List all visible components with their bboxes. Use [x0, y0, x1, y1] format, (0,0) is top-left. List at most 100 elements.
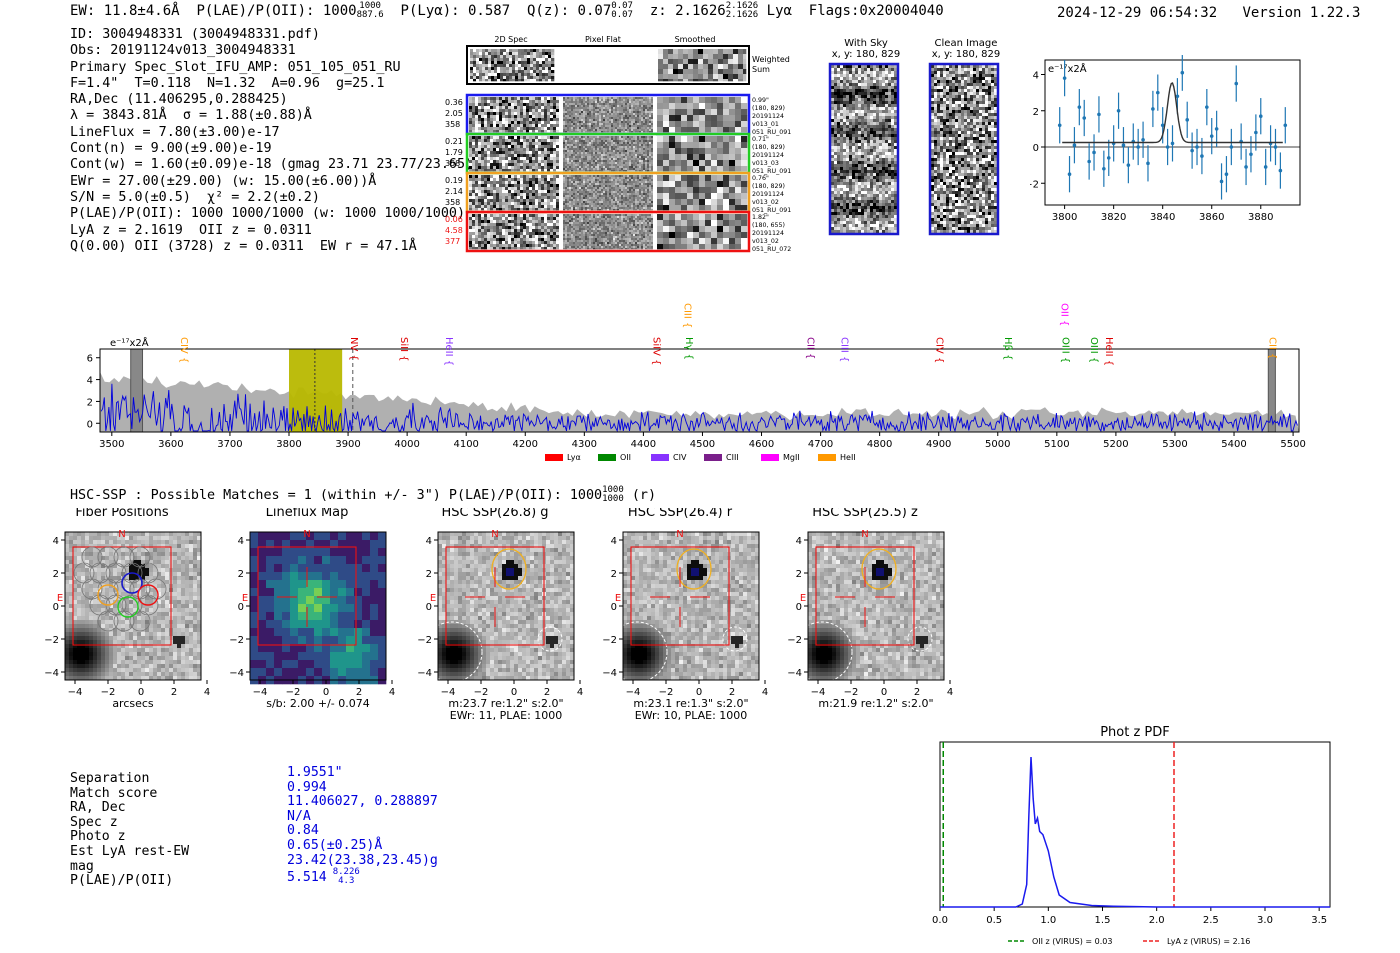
pixel: [535, 97, 539, 101]
pixel: [599, 129, 602, 132]
pixel: [532, 199, 536, 203]
pixel: [485, 67, 489, 71]
pixel: [639, 197, 642, 200]
pixel: [575, 123, 578, 126]
pixel: [545, 55, 549, 59]
pixel: [627, 160, 630, 163]
pixel: [645, 125, 648, 128]
pixel: [647, 111, 650, 114]
pixel: [589, 148, 592, 151]
pixel: [541, 109, 545, 113]
pixel: [478, 217, 482, 221]
pixel: [567, 179, 570, 182]
pixel: [585, 115, 588, 118]
pixel: [621, 193, 624, 196]
pixel: [496, 121, 500, 125]
pixel: [607, 154, 610, 157]
pixel: [545, 79, 549, 82]
pixel: [603, 117, 606, 120]
pixel: [579, 164, 582, 167]
pixel: [613, 111, 616, 114]
pixel: [669, 115, 676, 122]
pixel: [627, 166, 630, 169]
pixel: [738, 74, 744, 80]
pixel: [643, 142, 646, 145]
pixel: [573, 224, 576, 227]
pixel: [485, 70, 489, 74]
pixel: [482, 61, 486, 65]
pixel: [581, 127, 584, 130]
pixel: [647, 142, 650, 145]
pixel: [625, 226, 628, 229]
pixel: [567, 209, 570, 211]
pixel: [499, 238, 503, 242]
pixel: [615, 185, 618, 188]
pixel: [523, 112, 527, 116]
pixel: [729, 136, 736, 143]
pixel: [609, 160, 612, 163]
cutout-stat: 1.79: [445, 148, 463, 157]
pixel: [481, 109, 485, 113]
pixel: [735, 127, 742, 133]
pixel: [625, 117, 628, 120]
pixel: [639, 181, 642, 184]
pixel: [493, 127, 497, 131]
pixel: [599, 220, 602, 223]
pixel: [469, 208, 473, 211]
pixel: [625, 193, 628, 196]
pixel: [487, 109, 491, 113]
pixel: [567, 197, 570, 200]
pixel: [641, 189, 644, 192]
pixel: [502, 115, 506, 119]
pixel: [508, 97, 512, 101]
pixel: [601, 218, 604, 221]
pixel: [567, 121, 570, 124]
pixel: [649, 170, 652, 172]
pixel: [521, 70, 525, 74]
pixel: [591, 187, 594, 190]
pixel: [583, 99, 586, 102]
pixel: [645, 129, 648, 132]
pixel: [499, 136, 503, 140]
pixel: [478, 124, 482, 128]
pixel: [649, 226, 652, 229]
pixel: [641, 193, 644, 196]
pixel: [603, 152, 606, 155]
pixel: [611, 123, 614, 126]
pixel: [607, 168, 610, 171]
pixel: [589, 214, 592, 217]
pixel: [599, 191, 602, 194]
pixel: [475, 175, 479, 179]
pixel: [511, 196, 515, 200]
pixel: [693, 74, 699, 80]
pixel: [565, 156, 568, 159]
pixel: [517, 151, 521, 155]
pixel: [723, 205, 730, 211]
pixel: [587, 140, 590, 143]
pixel: [651, 142, 654, 145]
pixel: [601, 166, 604, 169]
pixel: [556, 121, 560, 125]
pixel: [591, 115, 594, 118]
pixel: [575, 103, 578, 106]
pixel: [526, 232, 530, 236]
pixel: [538, 130, 542, 133]
pixel: [511, 214, 515, 218]
pixel: [649, 119, 652, 122]
pixel: [595, 97, 598, 100]
pixel: [587, 150, 590, 153]
pixel: [548, 64, 552, 68]
pixel: [619, 152, 622, 155]
pixel: [645, 175, 648, 178]
pixel: [511, 142, 515, 146]
pixel: [544, 121, 548, 125]
pixel: [526, 220, 530, 224]
pixel: [565, 179, 568, 182]
pixel: [625, 152, 628, 155]
pixel: [605, 189, 608, 192]
pixel: [639, 154, 642, 157]
pixel: [581, 101, 584, 104]
pixel: [645, 117, 648, 120]
pixel: [478, 148, 482, 152]
pixel: [583, 166, 586, 169]
